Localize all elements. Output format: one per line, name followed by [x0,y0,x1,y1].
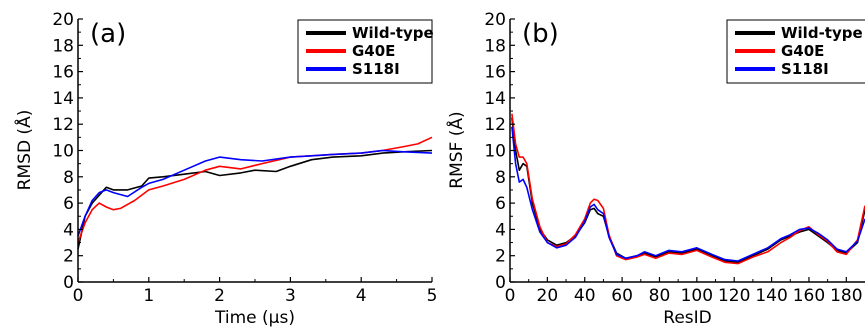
x-tick-label: 4 [356,286,367,306]
y-tick-label: 14 [52,89,74,109]
legend-label: Wild-type [781,24,863,42]
y-tick-label: 10 [484,142,506,162]
legend-label: G40E [352,42,395,60]
panel-label: (a) [90,19,126,49]
x-tick-label: 1 [143,286,154,306]
x-tick-label: 180 [830,286,862,306]
panel-b-rmsf-chart: 0 2 4 6 8 10 12 14 16 18 20 0 20 40 60 80 100 120 140 160 18… [445,10,865,328]
series-line-s118i [77,149,433,237]
y-tick-label: 0 [63,273,74,293]
legend-label: G40E [781,42,824,60]
panel-label: (b) [522,19,559,49]
y-axis-title: RMSD (Å) [13,110,35,191]
x-axis-title: Time (µs) [214,308,295,328]
y-tick-label: 2 [63,247,74,267]
series-line-wild-type [511,117,865,264]
x-tick-label: 5 [427,286,438,306]
y-tick-label: 16 [52,63,74,83]
y-tick-label: 18 [52,36,74,56]
series-line-wild-type [77,149,433,250]
x-tick-label: 20 [537,286,559,306]
y-tick-label: 14 [484,89,506,109]
y-tick-label: 12 [484,115,506,135]
x-tick-label: 40 [574,286,596,306]
x-tick-label: 60 [611,286,633,306]
y-tick-label: 8 [63,168,74,188]
y-tick-label: 20 [484,10,506,30]
x-tick-label: 0 [505,286,516,306]
x-tick-label: 160 [793,286,825,306]
y-tick-label: 6 [63,194,74,214]
legend-label: S118I [352,60,400,78]
x-tick-label: 100 [681,286,713,306]
y-tick-label: 2 [495,247,506,267]
series-line-g40e [511,113,865,265]
x-tick-label: 0 [73,286,84,306]
x-tick-label: 2 [214,286,225,306]
y-tick-label: 6 [495,194,506,214]
legend-label: Wild-type [352,24,434,42]
x-tick-label: 120 [718,286,750,306]
y-tick-label: 4 [495,220,506,240]
y-tick-label: 12 [52,115,74,135]
y-tick-label: 20 [52,10,74,30]
x-tick-label: 140 [755,286,787,306]
series-line-s118i [511,126,865,262]
y-tick-label: 10 [52,142,74,162]
y-axis-title: RMSF (Å) [445,111,467,188]
x-tick-label: 3 [285,286,296,306]
x-axis-title: ResID [663,308,711,328]
y-tick-label: 18 [484,36,506,56]
x-tick-label: 80 [649,286,671,306]
y-tick-label: 4 [63,220,74,240]
y-tick-label: 16 [484,63,506,83]
y-tick-label: 8 [495,168,506,188]
legend-label: S118I [781,60,829,78]
y-tick-label: 0 [495,273,506,293]
